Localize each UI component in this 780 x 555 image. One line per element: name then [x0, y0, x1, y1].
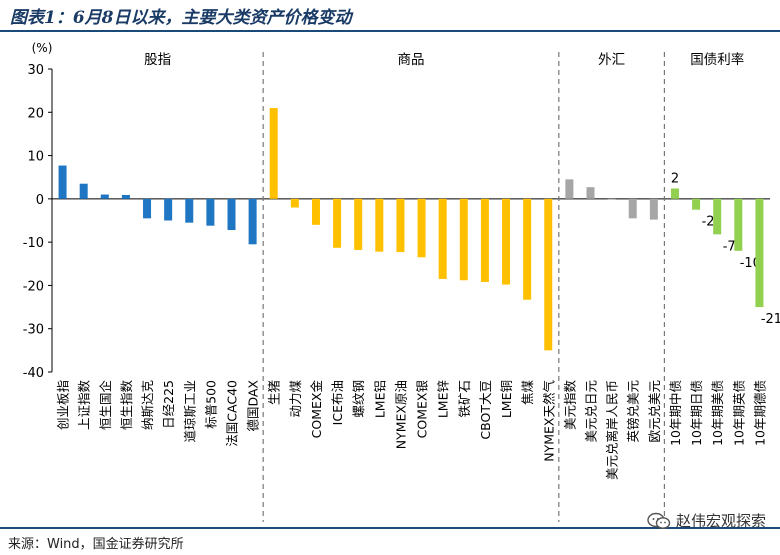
- watermark-text: 赵伟宏观探索: [675, 512, 766, 530]
- bar-德国DAX: [248, 198, 257, 245]
- bar-铁矿石: [459, 198, 468, 281]
- x-tick-label: 英镑兑美元: [626, 380, 641, 443]
- bar-10年期德债: [755, 198, 764, 308]
- bar-恒生国企: [100, 194, 109, 199]
- y-tick-label: -20: [23, 279, 44, 294]
- bar-法国CAC40: [227, 198, 236, 231]
- wechat-icon: [647, 512, 671, 529]
- bar-螺纹钢: [354, 198, 363, 250]
- x-tick-label: NYMEX原油: [393, 380, 408, 449]
- x-tick-label: 道琼斯工业: [182, 380, 197, 443]
- bar-10年期美债: [713, 198, 722, 235]
- x-tick-label: 恒生指数: [119, 380, 134, 431]
- bar-欧元兑美元: [649, 198, 658, 220]
- bar-10年期中债: [670, 188, 679, 199]
- x-tick-label: 德国DAX: [246, 380, 261, 432]
- bar-NYMEX天然气: [544, 198, 553, 351]
- x-tick-label: 10年期英债: [731, 380, 746, 446]
- y-tick-label: 30: [27, 63, 44, 78]
- bar-美元兑日元: [586, 187, 595, 199]
- x-tick-label: LME铝: [372, 380, 387, 418]
- bar-上证指数: [79, 183, 88, 199]
- footer-rule: [0, 527, 780, 529]
- bar-LME铜: [502, 198, 511, 285]
- x-tick-label: COMEX银: [415, 380, 430, 439]
- bar-纳斯达克: [143, 198, 152, 219]
- x-tick-label: CBOT大豆: [478, 380, 493, 440]
- x-tick-label: LME锌: [436, 380, 451, 418]
- x-tick-label: ICE布油: [330, 380, 345, 425]
- bar-动力煤: [290, 198, 299, 208]
- x-tick-label: 10年期德债: [752, 380, 767, 446]
- bar-LME铝: [375, 198, 384, 252]
- group-label: 国债利率: [690, 51, 744, 68]
- bar-日经225: [164, 198, 173, 221]
- data-label: -7: [723, 239, 736, 254]
- bar-美元指数: [565, 179, 574, 199]
- watermark: 赵伟宏观探索: [646, 510, 766, 531]
- group-label: 商品: [398, 52, 425, 68]
- x-tick-label: 美元兑离岸人民币: [605, 380, 620, 480]
- source-note: 来源：Wind，国金证券研究所: [8, 537, 184, 552]
- bar-美元兑离岸人民币: [607, 198, 616, 200]
- bar-英镑兑美元: [628, 198, 637, 219]
- bar-10年期日债: [692, 198, 701, 210]
- x-tick-label: 纳斯达克: [140, 380, 155, 430]
- x-tick-label: 10年期美债: [710, 380, 725, 446]
- bar-NYMEX原油: [396, 198, 405, 253]
- data-label: -2: [702, 215, 715, 230]
- bar-COMEX金: [311, 198, 320, 225]
- bar-LME锌: [438, 198, 447, 279]
- x-tick-label: 螺纹钢: [351, 380, 366, 418]
- x-tick-label: 创业板指: [56, 380, 71, 430]
- y-tick-label: -10: [23, 236, 44, 251]
- bar-ICE布油: [333, 198, 342, 248]
- x-tick-label: 10年期中债: [668, 380, 683, 446]
- y-tick-label: 10: [27, 150, 44, 165]
- group-label: 股指: [144, 52, 171, 68]
- bar-COMEX银: [417, 198, 426, 258]
- bar-恒生指数: [121, 194, 130, 199]
- x-tick-label: 铁矿石: [457, 380, 472, 418]
- bar-chart: 30 20 10 0 -10 -20 -30 -40 (%) 创业板指 上证指数 恒生国企 恒生指数 纳斯…: [23, 41, 780, 522]
- x-tick-label: 法国CAC40: [225, 380, 240, 447]
- bar-10年期英债: [734, 198, 743, 251]
- x-tick-label: 恒生国企: [98, 380, 113, 431]
- group-label: 外汇: [598, 52, 625, 68]
- x-tick-label: LME铜: [499, 380, 514, 418]
- x-tick-label: 动力煤: [288, 380, 303, 418]
- x-tick-label: 焦煤: [520, 380, 535, 406]
- bar-CBOT大豆: [480, 198, 489, 282]
- data-label: -21: [761, 312, 780, 327]
- x-tick-label: 日经225: [161, 380, 176, 429]
- bar-生猪: [269, 107, 278, 199]
- data-label: 2: [671, 171, 679, 186]
- title-bar: 图表1：6月8日以来，主要大类资产价格变动: [0, 0, 780, 32]
- x-tick-label: NYMEX天然气: [541, 380, 556, 462]
- y-tick-label: -30: [23, 323, 44, 338]
- bar-焦煤: [523, 198, 532, 300]
- y-unit-label: (%): [32, 41, 53, 55]
- x-tick-label: 10年期日债: [689, 380, 704, 446]
- x-tick-label: 生猪: [267, 380, 282, 405]
- x-tick-label: COMEX金: [309, 380, 324, 439]
- x-tick-label: 上证指数: [77, 380, 92, 431]
- x-tick-label: 美元指数: [562, 380, 577, 431]
- chart-title: 图表1：6月8日以来，主要大类资产价格变动: [10, 8, 352, 28]
- x-tick-label: 标普500: [203, 380, 218, 429]
- y-tick-label: -40: [23, 366, 44, 381]
- x-tick-label: 欧元兑美元: [647, 380, 662, 443]
- bar-创业板指: [58, 165, 67, 199]
- y-tick-label: 0: [36, 193, 44, 208]
- y-tick-label: 20: [27, 106, 44, 121]
- x-tick-label: 美元兑日元: [584, 380, 599, 443]
- bar-标普500: [206, 198, 215, 226]
- bar-道琼斯工业: [185, 198, 194, 223]
